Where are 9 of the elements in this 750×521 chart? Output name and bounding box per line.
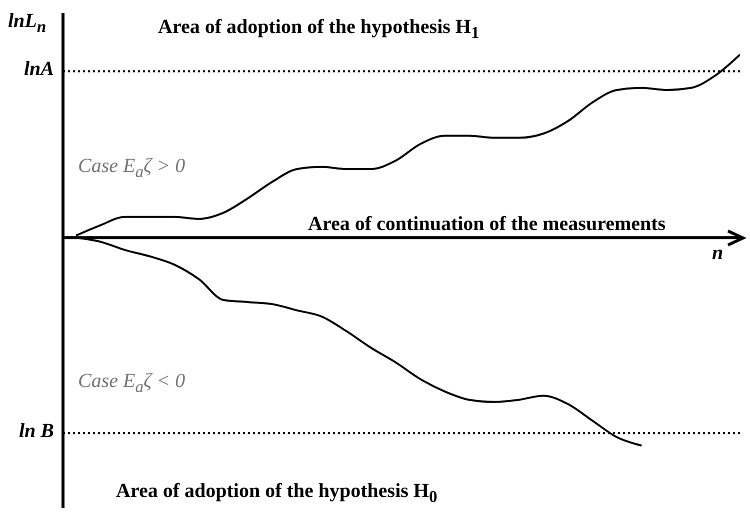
text: Area of adoption of the hypothesis H$_{0}$	[116, 480, 438, 507]
annotation: Case E$_{a}$ζ < 0	[78, 370, 186, 397]
y-axis-title: lnL$_{n}$	[8, 10, 46, 37]
annotation: Case E$_{a}$ζ > 0	[78, 155, 186, 182]
text: Area of adoption of the hypothesis H$_{1}$	[158, 16, 480, 43]
ref-line-label: lnA	[24, 58, 54, 82]
x-axis-title: n	[712, 242, 724, 265]
ref-line-label: ln B	[18, 420, 54, 444]
annotation: Area of continuation of the measurements	[308, 213, 666, 236]
